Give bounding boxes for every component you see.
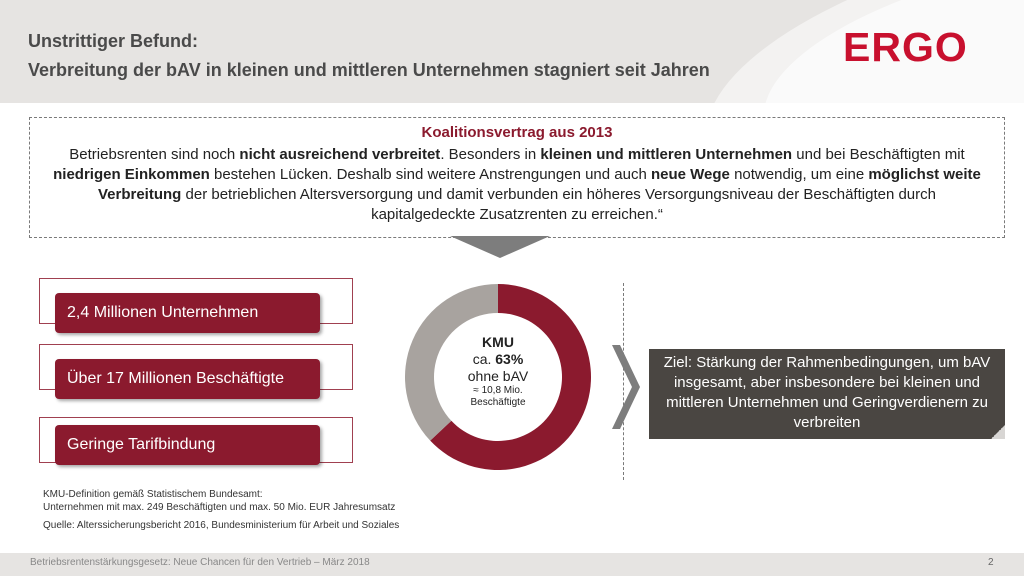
source-note: Quelle: Alterssicherungsbericht 2016, Bu… [43, 520, 400, 531]
coalition-emphasis: möglichst weite Verbreitung [97, 166, 981, 203]
donut-segment-without-bav [430, 284, 591, 470]
coalition-text-segment: notwendig, um eine [729, 166, 869, 183]
coalition-emphasis: nicht ausreichend verbreitet [239, 146, 441, 163]
slide-title-line2: Verbreitung der bAV in kleinen und mittl… [28, 60, 710, 80]
page-number: 2 [988, 557, 994, 568]
kmu-employees-label: Beschäftigte [470, 397, 526, 408]
kmu-percent-value: 63% [495, 351, 524, 367]
goal-text: Ziel: Stärkung der Rahmenbedingungen, um… [663, 354, 991, 431]
kmu-employees-count: ≈ 10,8 Mio. [473, 385, 523, 396]
coalition-quote-text: Betriebsrenten sind noch nicht ausreiche… [48, 145, 986, 225]
coalition-text-segment: bestehen Lücken. Deshalb sind weitere An… [209, 166, 651, 183]
footer-text: Betriebsrentenstärkungsgesetz: Neue Chan… [30, 557, 370, 568]
slide-title-line1: Unstrittiger Befund: [28, 31, 198, 51]
kmu-percent-prefix: ca. [472, 351, 496, 367]
kmu-percent-line: ca. 63% [440, 351, 556, 368]
divider-line [623, 283, 624, 480]
coalition-text-segment: . Besonders in [440, 146, 541, 163]
ergo-logo: ERGO [843, 24, 968, 70]
coalition-title: Koalitionsvertrag aus 2013 [421, 124, 613, 141]
coalition-emphasis: kleinen und mittleren Unternehmen [540, 146, 793, 163]
coalition-emphasis: neue Wege [650, 166, 730, 183]
kmu-label: KMU [482, 334, 514, 350]
coalition-quote-box: Koalitionsvertrag aus 2013 Betriebsrente… [29, 117, 1005, 238]
header-band [0, 0, 1024, 103]
donut-segment-with-bav [405, 284, 498, 441]
kmu-center-label: KMU ca. 63% ohne bAV ≈ 10,8 Mio. Beschäf… [440, 334, 556, 409]
fact-collective-bargaining: Geringe Tarifbindung [55, 425, 320, 465]
footer-band [0, 553, 1024, 576]
fact-companies: 2,4 Millionen Unternehmen [55, 293, 320, 333]
chevron-right-icon [612, 345, 640, 429]
goal-box: Ziel: Stärkung der Rahmenbedingungen, um… [649, 349, 1005, 439]
down-arrow-icon [450, 236, 550, 258]
kmu-definition-title: KMU-Definition gemäß Statistischem Bunde… [43, 489, 263, 500]
page-fold-icon [991, 425, 1005, 439]
coalition-text-segment: der betrieblichen Altersversorgung und d… [181, 186, 937, 223]
kmu-without-bav: ohne bAV [467, 368, 529, 384]
kmu-definition-text: Unternehmen mit max. 249 Beschäftigten u… [43, 502, 396, 513]
coalition-text-segment: Betriebsrenten sind noch [69, 146, 240, 163]
coalition-text-segment: und bei Beschäftigten mit [792, 146, 965, 163]
coalition-emphasis: niedrigen Einkommen [53, 166, 210, 183]
fact-employees: Über 17 Millionen Beschäftigte [55, 359, 320, 399]
kmu-donut-chart [405, 284, 591, 470]
